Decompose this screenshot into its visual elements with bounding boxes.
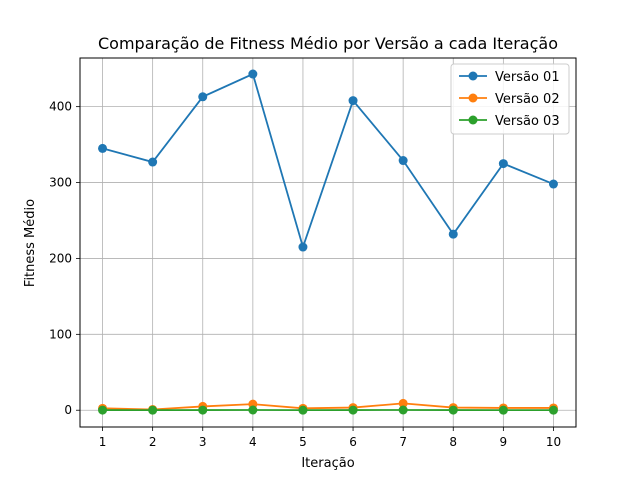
series-2 xyxy=(98,398,558,414)
x-tick-label: 3 xyxy=(199,435,207,449)
data-point xyxy=(248,405,258,415)
data-point xyxy=(298,242,308,252)
data-point xyxy=(398,398,408,408)
x-tick-label: 4 xyxy=(249,435,257,449)
data-point xyxy=(198,405,208,415)
legend-label: Versão 01 xyxy=(495,70,560,85)
x-tick-label: 7 xyxy=(399,435,407,449)
x-tick-label: 8 xyxy=(449,435,457,449)
legend-item: Versão 02 xyxy=(459,92,560,107)
data-point xyxy=(548,405,558,415)
legend-marker xyxy=(468,115,478,125)
y-axis-label: Fitness Médio xyxy=(23,199,38,287)
legend: Versão 01 Versão 02 Versão 03 xyxy=(450,63,570,135)
legend-box xyxy=(450,63,570,135)
y-tick-label: 100 xyxy=(49,327,72,341)
x-tick-label: 5 xyxy=(299,435,307,449)
legend-item: Versão 01 xyxy=(459,70,560,85)
x-axis-label: Iteração xyxy=(301,456,354,471)
series-lines xyxy=(98,69,558,415)
data-point xyxy=(298,405,308,415)
data-point xyxy=(198,92,208,102)
y-tick-label: 300 xyxy=(49,176,72,190)
data-point xyxy=(448,229,458,239)
x-tick-label: 9 xyxy=(500,435,508,449)
series-line xyxy=(102,402,554,411)
data-point xyxy=(348,405,358,415)
x-tick-label: 10 xyxy=(546,435,561,449)
data-point xyxy=(548,179,558,189)
data-point xyxy=(448,405,458,415)
legend-label: Versão 03 xyxy=(495,114,560,129)
data-point xyxy=(398,156,408,166)
x-tick-label: 6 xyxy=(349,435,357,449)
data-point xyxy=(498,405,508,415)
y-tick-label: 200 xyxy=(49,251,72,265)
data-point xyxy=(348,96,358,106)
legend-marker xyxy=(468,93,478,103)
x-tick-label: 1 xyxy=(99,435,107,449)
x-tick-label: 2 xyxy=(149,435,157,449)
series-line xyxy=(102,72,554,251)
data-point xyxy=(148,157,158,167)
data-point xyxy=(148,405,158,415)
legend-label: Versão 02 xyxy=(495,92,560,107)
y-tick-label: 400 xyxy=(49,100,72,114)
data-point xyxy=(398,405,408,415)
legend-item: Versão 03 xyxy=(459,114,560,129)
series-1 xyxy=(98,69,558,252)
data-point xyxy=(248,69,258,79)
y-tick-label: 0 xyxy=(64,403,72,417)
series-3 xyxy=(98,405,558,415)
data-point xyxy=(98,405,108,415)
data-point xyxy=(498,159,508,169)
data-point xyxy=(98,143,108,153)
chart-title: Comparação de Fitness Médio por Versão a… xyxy=(98,34,558,53)
plot-frame xyxy=(79,57,577,428)
legend-marker xyxy=(468,71,478,81)
